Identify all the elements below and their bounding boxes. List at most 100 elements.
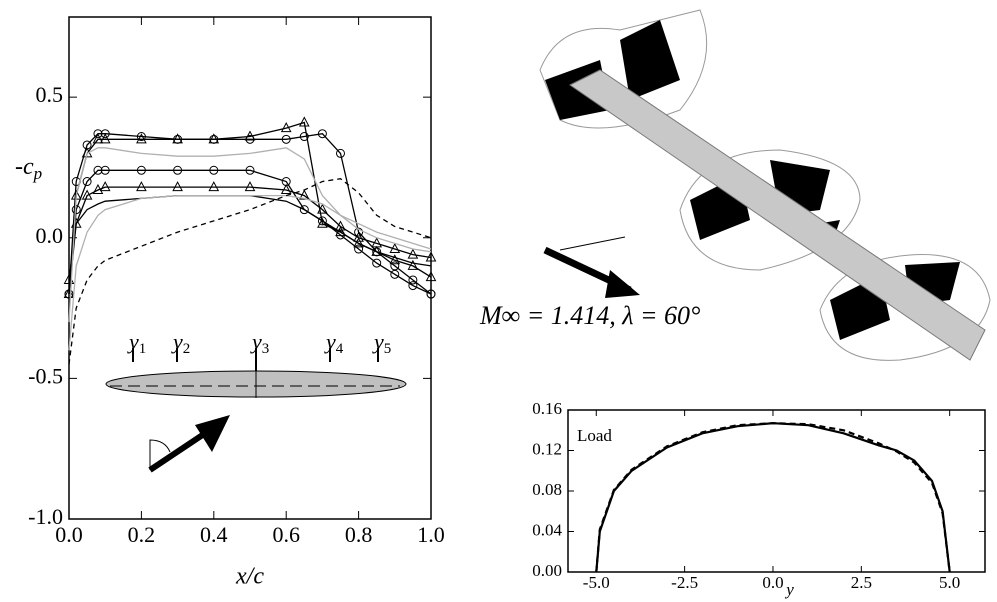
y-tick-label: 0.04 — [532, 520, 562, 539]
series-line — [595, 422, 951, 573]
marker — [208, 133, 220, 144]
marker — [426, 289, 436, 299]
station-index: 4 — [336, 341, 344, 357]
flow-label: M∞ = 1.414, λ = 60° — [479, 301, 700, 330]
series-line — [68, 169, 432, 295]
marker — [280, 122, 292, 133]
station-index: 2 — [183, 341, 191, 357]
marker — [299, 132, 309, 142]
station-index: 1 — [139, 341, 147, 357]
marker — [244, 130, 256, 141]
station-symbol: y — [127, 329, 139, 354]
marker — [372, 258, 382, 268]
marker — [93, 165, 103, 175]
marker — [335, 220, 346, 231]
planform — [105, 370, 407, 473]
station-label: y5 — [372, 329, 391, 357]
station-label: y4 — [324, 329, 344, 357]
marker — [317, 216, 327, 226]
y-tick-label: 0.0 — [36, 223, 64, 248]
x-axis-label: x/c — [235, 564, 264, 590]
series-line — [68, 133, 432, 295]
y-tick-label: -0.5 — [28, 363, 63, 388]
x-tick-label: 1.0 — [417, 522, 445, 547]
marker — [280, 183, 292, 194]
marker — [209, 165, 219, 175]
wing — [569, 69, 986, 361]
station-symbol: y — [171, 329, 183, 354]
marker — [317, 129, 327, 139]
station-label: y3 — [250, 329, 269, 357]
series-line — [68, 121, 432, 295]
station-index: 5 — [384, 341, 392, 357]
x-tick-label: 0.0 — [55, 522, 83, 547]
marker — [281, 134, 291, 144]
marker — [136, 181, 147, 192]
series-line — [68, 186, 432, 281]
marker — [100, 165, 110, 175]
y-tick-label: 0.12 — [532, 439, 562, 458]
series-line — [68, 178, 432, 365]
marker — [136, 132, 146, 142]
marker — [408, 275, 418, 285]
marker — [208, 181, 220, 192]
plot-frame — [68, 16, 432, 520]
y-tick-label: 0.16 — [532, 399, 562, 418]
flow-angle — [149, 439, 171, 470]
series-line — [68, 194, 432, 351]
marker — [100, 129, 110, 139]
flow-arrow-head — [195, 415, 230, 452]
marker — [425, 251, 437, 262]
x-tick-label: 0.0 — [762, 573, 783, 592]
x-tick-label: 0.6 — [272, 522, 300, 547]
marker — [298, 189, 310, 200]
marker — [172, 181, 183, 192]
y-tick-label: 0.08 — [532, 480, 562, 499]
marker — [81, 189, 93, 200]
x-tick-label: 2.5 — [851, 573, 872, 592]
x-tick-label: -2.5 — [671, 573, 698, 592]
flow-arrow-head — [605, 270, 640, 298]
series-line — [595, 422, 951, 573]
plot-frame — [567, 409, 986, 573]
series-line — [68, 147, 432, 323]
y-tick-label: 0.5 — [36, 82, 64, 107]
marker — [99, 181, 111, 192]
x-tick-label: 0.8 — [345, 522, 373, 547]
marker — [408, 281, 418, 291]
x-tick-label: 0.4 — [200, 522, 228, 547]
x-tick-label: 5.0 — [939, 573, 960, 592]
marker — [389, 254, 401, 265]
station-label: y1 — [127, 329, 146, 357]
marker — [82, 177, 92, 187]
marker — [336, 148, 345, 158]
x-tick-label: 0.2 — [128, 522, 156, 547]
marker — [317, 203, 328, 214]
marker — [425, 271, 437, 282]
marker — [371, 237, 383, 248]
marker — [299, 205, 309, 215]
marker — [390, 269, 400, 279]
marker — [244, 181, 256, 192]
marker — [93, 129, 103, 139]
station-label: y2 — [171, 329, 190, 357]
marker — [136, 165, 146, 175]
station-symbol: y — [324, 329, 336, 354]
series-line — [68, 194, 432, 295]
x-axis-label: y — [784, 580, 794, 599]
pattern — [830, 262, 960, 340]
marker — [136, 133, 147, 144]
marker — [172, 133, 183, 144]
x-tick-label: -5.0 — [583, 573, 610, 592]
station-symbol: y — [372, 329, 384, 354]
marker — [245, 165, 255, 175]
marker — [353, 231, 364, 242]
marker — [92, 183, 104, 194]
marker — [99, 133, 111, 144]
marker — [354, 244, 364, 254]
wing-rendering — [539, 9, 991, 361]
flow-angle — [559, 236, 626, 251]
y-axis-label: -cp — [15, 154, 42, 183]
marker — [92, 133, 104, 144]
